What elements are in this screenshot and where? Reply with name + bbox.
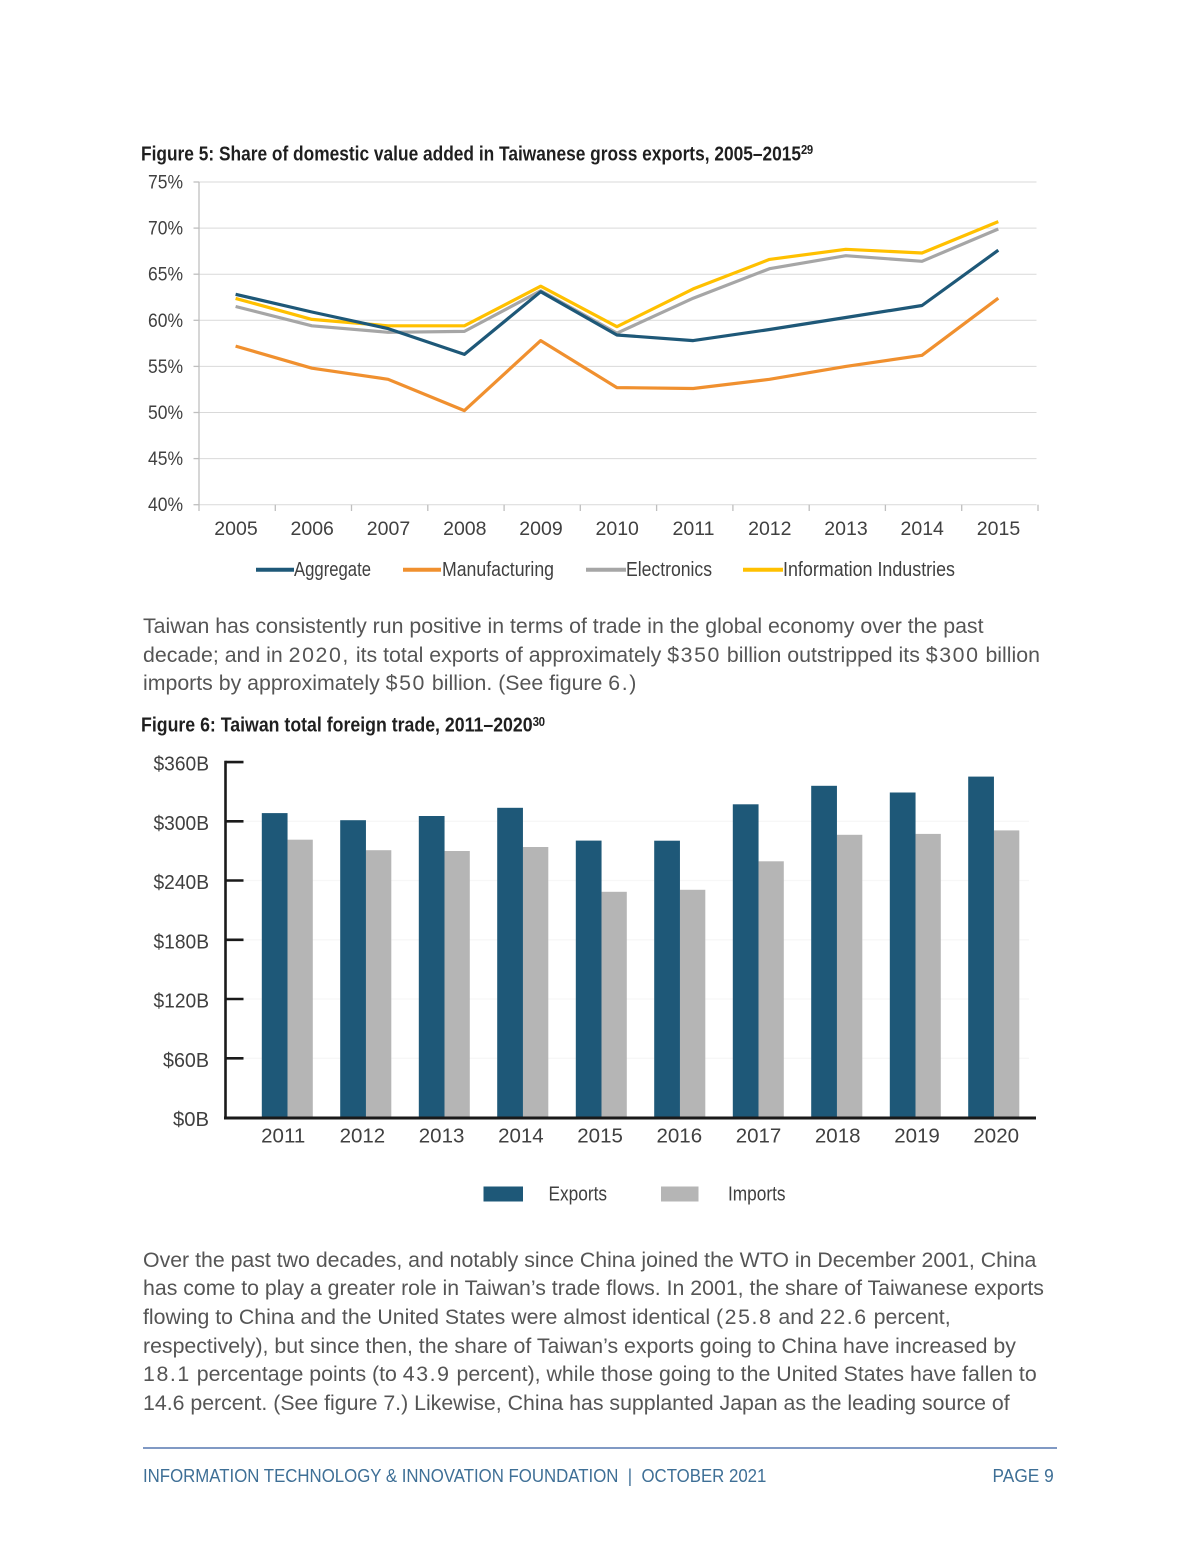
svg-text:$60B: $60B xyxy=(163,1049,209,1072)
svg-text:40%: 40% xyxy=(148,495,183,516)
svg-text:2012: 2012 xyxy=(748,518,791,540)
svg-text:Manufacturing: Manufacturing xyxy=(442,559,554,581)
svg-text:2008: 2008 xyxy=(443,518,486,540)
svg-text:2012: 2012 xyxy=(340,1125,386,1148)
svg-text:$300B: $300B xyxy=(154,812,210,835)
svg-text:Electronics: Electronics xyxy=(626,559,712,581)
svg-text:2015: 2015 xyxy=(577,1125,623,1148)
svg-text:Imports: Imports xyxy=(728,1182,786,1205)
svg-text:60%: 60% xyxy=(148,311,183,332)
svg-text:2005: 2005 xyxy=(214,518,258,540)
svg-text:2016: 2016 xyxy=(656,1125,702,1148)
svg-text:2020: 2020 xyxy=(973,1125,1019,1148)
svg-text:2018: 2018 xyxy=(815,1125,861,1148)
svg-text:2013: 2013 xyxy=(824,518,867,540)
svg-text:45%: 45% xyxy=(148,449,183,470)
svg-text:2011: 2011 xyxy=(261,1125,305,1148)
svg-text:Information Industries: Information Industries xyxy=(783,559,955,581)
svg-text:2009: 2009 xyxy=(519,518,562,540)
svg-text:$360B: $360B xyxy=(154,753,210,776)
svg-text:$240B: $240B xyxy=(154,871,210,894)
svg-text:Aggregate: Aggregate xyxy=(294,559,371,581)
svg-text:2011: 2011 xyxy=(673,518,715,540)
svg-text:50%: 50% xyxy=(148,403,183,424)
svg-text:2014: 2014 xyxy=(901,518,945,540)
svg-text:2013: 2013 xyxy=(419,1125,465,1148)
svg-text:70%: 70% xyxy=(148,219,183,240)
svg-text:$120B: $120B xyxy=(154,990,210,1013)
svg-text:2007: 2007 xyxy=(367,518,410,540)
svg-text:2006: 2006 xyxy=(291,518,334,540)
svg-text:65%: 65% xyxy=(148,265,183,286)
svg-text:2019: 2019 xyxy=(894,1125,940,1148)
svg-text:2010: 2010 xyxy=(596,518,640,540)
svg-text:75%: 75% xyxy=(148,173,183,194)
svg-text:2015: 2015 xyxy=(977,518,1021,540)
svg-text:2014: 2014 xyxy=(498,1125,544,1148)
svg-text:Exports: Exports xyxy=(549,1182,608,1205)
svg-text:55%: 55% xyxy=(148,357,183,378)
svg-text:$180B: $180B xyxy=(154,930,210,953)
svg-text:2017: 2017 xyxy=(736,1125,782,1148)
svg-text:$0B: $0B xyxy=(173,1108,209,1131)
